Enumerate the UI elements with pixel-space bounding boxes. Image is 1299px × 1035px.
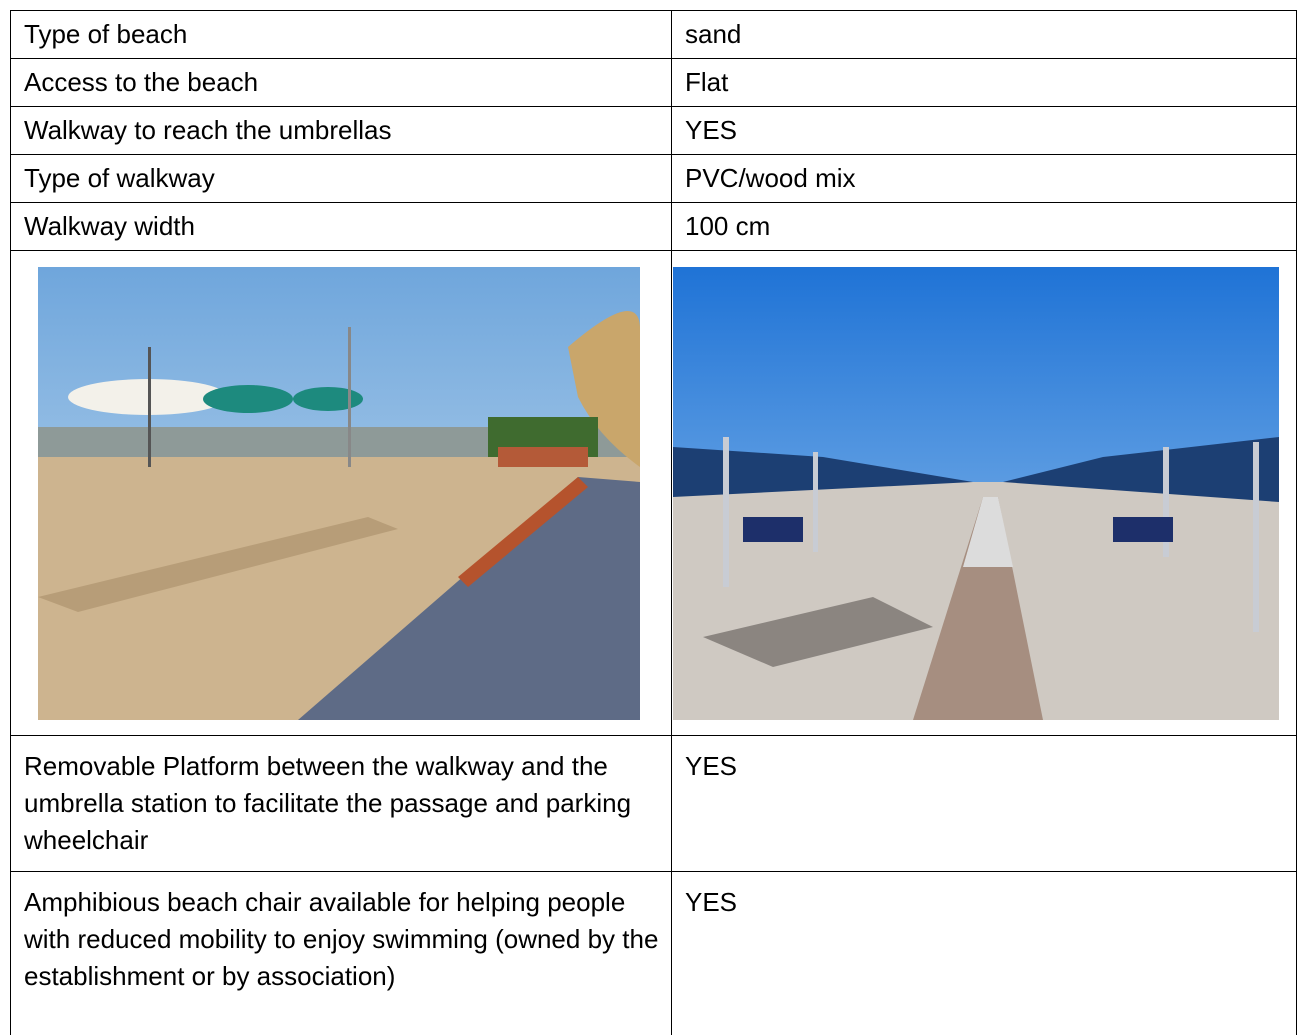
value-cell: YES [672, 872, 1297, 1035]
label-cell: Amphibious beach chair available for hel… [11, 872, 672, 1035]
label-cell: Type of beach [11, 11, 672, 59]
label-cell: Removable Platform between the walkway a… [11, 736, 672, 872]
label-cell: Walkway to reach the umbrellas [11, 107, 672, 155]
label-cell: Walkway width [11, 203, 672, 251]
row: Removable Platform between the walkway a… [11, 736, 1297, 872]
value-cell: Flat [672, 59, 1297, 107]
beach-photo-right [673, 267, 1279, 720]
value-cell: sand [672, 11, 1297, 59]
page: Type of beachsand Access to the beachFla… [0, 0, 1299, 1020]
beach-photo-left [38, 267, 640, 720]
photo-cell [11, 251, 672, 736]
value-cell: YES [672, 107, 1297, 155]
value-cell: 100 cm [672, 203, 1297, 251]
photo-row [11, 251, 1297, 736]
row: Amphibious beach chair available for hel… [11, 872, 1297, 1035]
value-cell: YES [672, 736, 1297, 872]
photo-cell [672, 251, 1297, 736]
label-cell: Access to the beach [11, 59, 672, 107]
value-cell: PVC/wood mix [672, 155, 1297, 203]
label-cell: Type of walkway [11, 155, 672, 203]
